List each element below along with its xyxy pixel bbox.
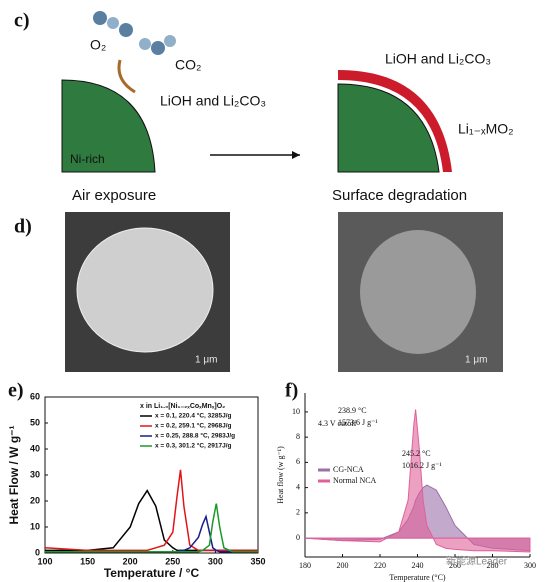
x-tick-label: 300 [524, 561, 536, 570]
y-tick-label: 50 [30, 417, 40, 427]
y-tick-label: 60 [30, 391, 40, 401]
right-caption: Surface degradation [332, 187, 467, 204]
series-line [44, 469, 258, 552]
panel-label: d) [14, 216, 32, 238]
molecules [93, 11, 176, 55]
right-product: LiOH and Li₂CO₃ [385, 51, 491, 67]
series-line [45, 489, 258, 552]
o2-label: O₂ [90, 37, 106, 53]
x-tick-label: 100 [37, 556, 52, 566]
panel-label: f) [285, 380, 298, 402]
scale-bar: 1 μm [195, 355, 217, 366]
x-tick-label: 280 [487, 561, 499, 570]
y-tick-label: 40 [30, 443, 40, 453]
right-bulk: Li₁₋ₓMO₂ [458, 121, 514, 137]
x-tick-label: 180 [299, 561, 311, 570]
x-tick-label: 200 [337, 561, 349, 570]
particle [61, 79, 156, 173]
legend-label: x = 0.1, 220.4 °C, 3285J/g [155, 412, 232, 420]
panel-label: c) [14, 10, 30, 32]
x-tick-label: 260 [449, 561, 461, 570]
legend-title: x in Li₁.₀[Ni₁₋₂ₓCoₓMnₓ]O₂ [140, 403, 225, 410]
particle [337, 83, 440, 173]
x-tick-label: 220 [374, 561, 386, 570]
left-product: LiOH and Li₂CO₃ [160, 93, 266, 109]
annotation: 238.9 °C [338, 406, 367, 415]
sem-particle [76, 227, 214, 353]
y-tick-label: 8 [296, 432, 300, 441]
y-tick-label: 0 [296, 533, 300, 542]
y-axis-label: Heat Flow / W g⁻¹ [7, 426, 21, 525]
ni-rich: Ni-rich [70, 152, 105, 166]
left-caption: Air exposure [72, 187, 156, 204]
y-tick-label: 2 [296, 508, 300, 517]
y-tick-label: 0 [35, 547, 40, 557]
x-tick-label: 150 [80, 556, 95, 566]
scale-bar: 1 μm [465, 355, 487, 366]
legend-label: Normal NCA [333, 476, 377, 485]
y-tick-label: 10 [292, 407, 300, 416]
series-line [45, 503, 258, 553]
legend-label: x = 0.2, 259.1 °C, 2968J/g [155, 422, 232, 430]
panel-label: e) [8, 380, 24, 402]
x-tick-label: 240 [412, 561, 424, 570]
x-tick-label: 200 [123, 556, 138, 566]
y-tick-label: 6 [296, 457, 300, 466]
y-tick-label: 10 [30, 521, 40, 531]
annotation: 245.2 °C [402, 449, 431, 458]
y-tick-label: 20 [30, 495, 40, 505]
annotation: 1016.2 J g⁻¹ [402, 461, 442, 470]
series-line [45, 514, 258, 553]
y-axis-label: Heat flow (w g⁻¹) [276, 446, 285, 504]
series-area [304, 409, 531, 553]
plot-frame [44, 396, 259, 554]
x-axis-label: Temperature (°C) [389, 573, 446, 582]
legend-label: x = 0.25, 288.8 °C, 2983J/g [155, 432, 235, 440]
annotation: 1573.6 J g⁻¹ [338, 418, 378, 427]
co2-label: CO₂ [175, 57, 201, 73]
x-tick-label: 350 [250, 556, 265, 566]
y-tick-label: 30 [30, 469, 40, 479]
x-tick-label: 300 [208, 556, 223, 566]
legend-label: CG-NCA [333, 465, 364, 474]
legend-label: x = 0.3, 301.2 °C, 2917J/g [155, 442, 232, 450]
sem-particle [360, 230, 476, 354]
watermark: 新能源Leader [446, 555, 508, 568]
x-axis-label: Temperature / °C [104, 566, 200, 580]
x-tick-label: 250 [165, 556, 180, 566]
y-tick-label: 4 [296, 482, 300, 491]
arrow [117, 59, 136, 94]
arrowhead [292, 151, 300, 159]
annotation: 4.3 V cutoff [318, 419, 357, 428]
